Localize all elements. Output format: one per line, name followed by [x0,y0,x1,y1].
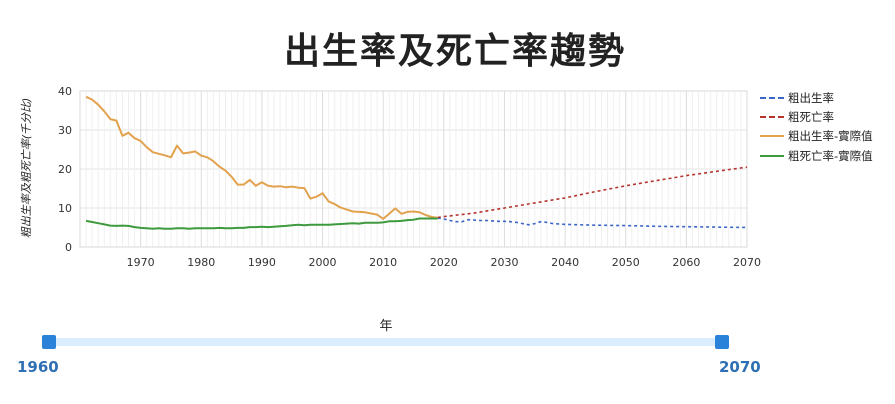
y-tick-label: 40 [58,85,72,98]
legend-label: 粗死亡率-實際值 [788,148,873,163]
legend-swatch [760,154,784,157]
legend-item-birth-actual[interactable]: 粗出生率-實際值 [760,127,873,146]
x-tick-label: 2070 [733,256,761,269]
legend: 粗出生率 粗死亡率 粗出生率-實際值 粗死亡率-實際值 [760,88,873,165]
legend-label: 粗死亡率 [788,109,834,124]
gridlines [79,90,748,248]
x-tick-label: 1990 [248,256,276,269]
legend-swatch [760,115,784,118]
slider-max-label: 2070 [719,358,761,376]
series-lines [85,95,748,230]
x-tick-label: 2010 [369,256,397,269]
slider-handle-min[interactable] [42,335,56,349]
x-tick-label: 2040 [551,256,579,269]
x-tick-label: 2020 [430,256,458,269]
x-tick-label: 1970 [127,256,155,269]
x-tick-label: 2050 [612,256,640,269]
legend-item-birth-projected[interactable]: 粗出生率 [760,88,873,107]
plot-frame [79,90,748,248]
x-tick-label: 1980 [187,256,215,269]
legend-swatch [760,96,784,99]
series-line-3[interactable] [85,217,438,230]
x-tick-label: 2030 [490,256,518,269]
series-line-2[interactable] [85,95,438,220]
legend-item-death-actual[interactable]: 粗死亡率-實際值 [760,146,873,165]
slider-track[interactable] [49,338,722,346]
series-line-0[interactable] [437,217,748,229]
series-line-1[interactable] [437,166,748,219]
year-range-slider[interactable]: 年 1960 2070 [0,300,895,404]
y-tick-label: 30 [58,124,72,137]
legend-label: 粗出生率 [788,90,834,105]
y-tick-label: 20 [58,163,72,176]
legend-item-death-projected[interactable]: 粗死亡率 [760,107,873,126]
legend-label: 粗出生率-實際值 [788,129,873,144]
slider-title: 年 [379,319,393,334]
slider-min-label: 1960 [17,358,59,376]
chart-title: 出生率及死亡率趨勢 [283,31,626,72]
y-tick-label: 10 [58,202,72,215]
y-axis-label: 粗出生率及粗死亡率(千分比) [20,98,33,239]
x-tick-label: 2060 [672,256,700,269]
legend-swatch [760,135,784,138]
y-tick-label: 0 [65,241,72,254]
slider-handle-max[interactable] [715,335,729,349]
x-tick-label: 2000 [309,256,337,269]
